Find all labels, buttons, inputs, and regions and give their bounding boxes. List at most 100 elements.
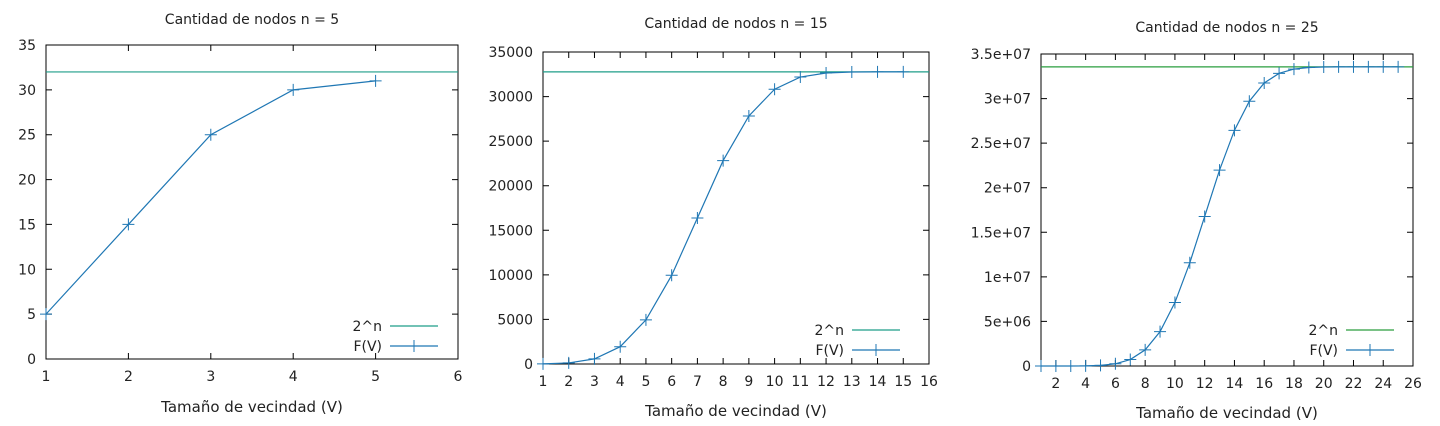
x-tick-label: 6 <box>667 374 676 390</box>
data-point <box>1243 95 1256 108</box>
x-tick-label: 2 <box>564 374 573 390</box>
x-tick-label: 1 <box>539 374 548 390</box>
data-point <box>1213 164 1226 177</box>
data-point <box>665 269 678 282</box>
data-point <box>537 357 549 370</box>
data-point <box>1287 63 1300 76</box>
y-tick-label: 5 <box>27 307 36 323</box>
data-point <box>1035 360 1047 372</box>
data-point <box>1377 60 1390 73</box>
x-tick-label: 4 <box>616 374 625 390</box>
chart-panel-1: Cantidad de nodos n = 5 1 2 3 4 5 6 0 5 10 15 20 25 3… <box>18 12 462 416</box>
x-tick-label: 8 <box>1141 376 1150 392</box>
y-tick-label: 1.5e+07 <box>971 225 1031 241</box>
chart-title: Cantidad de nodos n = 5 <box>165 12 339 28</box>
y-tick-label: 2e+07 <box>984 181 1031 197</box>
y-tick-label: 30 <box>18 83 36 99</box>
y-tick-label: 5e+06 <box>984 314 1031 330</box>
chart-title: Cantidad de nodos n = 15 <box>644 16 827 32</box>
x-tick-label: 5 <box>641 374 650 390</box>
data-point <box>1258 77 1271 90</box>
x-tick-label: 9 <box>744 374 753 390</box>
series-fv <box>537 65 910 370</box>
data-point <box>1392 60 1405 73</box>
data-point <box>1079 359 1092 372</box>
legend-label: F(V) <box>353 339 382 355</box>
y-tick-label: 5000 <box>497 312 533 328</box>
chart-title: Cantidad de nodos n = 25 <box>1135 20 1318 36</box>
x-tick-label: 4 <box>1081 376 1090 392</box>
y-tick-label: 35 <box>18 38 36 54</box>
x-tick-label: 26 <box>1404 376 1422 392</box>
data-point <box>614 340 627 353</box>
y-tick-label: 1e+07 <box>984 270 1031 286</box>
data-point <box>742 109 755 122</box>
data-point <box>40 308 52 321</box>
data-point <box>1362 60 1375 73</box>
data-point <box>369 74 382 87</box>
x-tick-label: 16 <box>1255 376 1273 392</box>
legend-marker <box>870 344 882 356</box>
legend-label: 2^n <box>1308 323 1338 339</box>
x-tick-label: 15 <box>894 374 912 390</box>
y-tick-label: 15000 <box>488 223 533 239</box>
x-tick-label: 16 <box>920 374 938 390</box>
x-tick-label: 20 <box>1315 376 1333 392</box>
y-tick-label: 30000 <box>488 90 533 106</box>
data-point <box>562 356 575 369</box>
x-tick-label: 13 <box>843 374 861 390</box>
data-point <box>820 66 833 79</box>
series-line-fv <box>1040 66 1399 367</box>
data-point <box>1273 67 1286 80</box>
x-tick-label: 7 <box>693 374 702 390</box>
x-tick-label: 14 <box>869 374 887 390</box>
chart-panel-2: Cantidad de nodos n = 151 2 3 4 5 6 7 8 9 10 11 12 1… <box>488 16 938 420</box>
legend-label: F(V) <box>815 343 844 359</box>
y-tick-label: 20 <box>18 173 36 189</box>
x-tick-label: 14 <box>1226 376 1244 392</box>
x-tick-label: 1 <box>42 369 51 385</box>
legend-marker <box>1364 344 1376 356</box>
plot-frame <box>45 44 459 360</box>
y-tick-label: 15 <box>18 217 36 233</box>
data-point <box>717 154 730 167</box>
y-tick-label: 20000 <box>488 179 533 195</box>
data-point <box>1109 357 1122 370</box>
x-tick-label: 5 <box>371 369 380 385</box>
data-point <box>1317 61 1330 74</box>
x-axis-label: Tamaño de vecindad (V) <box>160 398 343 416</box>
y-tick-label: 25000 <box>488 134 533 150</box>
chart-panel-3: Cantidad de nodos n = 252 4 6 8 10 12 14 16 18 20… <box>971 20 1422 422</box>
data-point <box>1302 61 1315 74</box>
x-tick-label: 12 <box>1196 376 1214 392</box>
data-point <box>845 66 858 79</box>
y-tick-label: 0 <box>27 352 36 368</box>
series-fv <box>40 74 382 321</box>
y-tick-label: 0 <box>1022 359 1031 375</box>
data-point <box>287 83 300 96</box>
x-axis-label: Tamaño de vecindad (V) <box>644 402 827 420</box>
x-tick-label: 4 <box>289 369 298 385</box>
y-tick-label: 10 <box>18 262 36 278</box>
data-point <box>897 65 910 78</box>
y-tick-label: 0 <box>524 357 533 373</box>
x-tick-label: 10 <box>766 374 784 390</box>
data-point <box>588 352 601 365</box>
plot-frame <box>1040 53 1414 367</box>
x-tick-label: 10 <box>1166 376 1184 392</box>
data-point <box>204 128 217 141</box>
x-tick-label: 18 <box>1285 376 1303 392</box>
x-tick-label: 2 <box>1051 376 1060 392</box>
series-line-fv <box>542 71 904 365</box>
data-point <box>1183 256 1196 269</box>
y-tick-label: 10000 <box>488 268 533 284</box>
x-tick-label: 8 <box>719 374 728 390</box>
data-point <box>768 83 781 96</box>
data-point <box>1332 60 1345 73</box>
data-point <box>1049 359 1062 372</box>
data-point <box>794 71 807 84</box>
data-point <box>1094 359 1107 372</box>
x-tick-label: 24 <box>1374 376 1392 392</box>
data-point <box>691 211 704 224</box>
